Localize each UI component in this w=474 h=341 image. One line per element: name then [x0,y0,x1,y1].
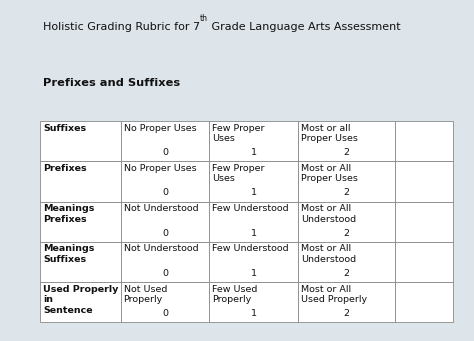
Text: 0: 0 [162,189,168,197]
Text: 2: 2 [344,229,349,238]
Text: Few Proper
Uses: Few Proper Uses [212,124,264,143]
Text: Prefixes and Suffixes: Prefixes and Suffixes [43,78,180,88]
Bar [40,121,121,161]
Bar [40,282,121,322]
Bar [40,242,121,282]
Bar [121,282,210,322]
Bar [298,202,395,242]
Text: 1: 1 [251,309,257,318]
Text: 0: 0 [162,229,168,238]
Bar [395,202,453,242]
Text: Not Understood: Not Understood [124,244,198,253]
Text: 2: 2 [344,269,349,278]
Bar [395,282,453,322]
Bar [121,202,210,242]
Bar [298,282,395,322]
Bar [395,121,453,161]
Text: Most or All
Used Properly: Most or All Used Properly [301,285,367,304]
Text: Prefixes: Prefixes [43,164,87,173]
Bar [40,161,121,202]
Text: Grade Language Arts Assessment: Grade Language Arts Assessment [208,22,401,32]
Text: No Proper Uses: No Proper Uses [124,124,196,133]
Text: Few Understood: Few Understood [212,204,289,213]
Text: No Proper Uses: No Proper Uses [124,164,196,173]
Text: 2: 2 [344,309,349,318]
Text: th: th [200,14,208,23]
Bar [298,161,395,202]
Text: Most or All
Understood: Most or All Understood [301,244,356,264]
Bar [210,282,298,322]
Bar [210,161,298,202]
Text: 0: 0 [162,269,168,278]
Text: 2: 2 [344,189,349,197]
Text: Suffixes: Suffixes [43,124,86,133]
Bar [395,242,453,282]
Text: Few Used
Properly: Few Used Properly [212,285,257,304]
Text: 0: 0 [162,309,168,318]
Bar [121,121,210,161]
Bar [121,242,210,282]
Text: Few Understood: Few Understood [212,244,289,253]
Text: 2: 2 [344,148,349,157]
Text: Meanings
Suffixes: Meanings Suffixes [43,244,94,264]
Text: 0: 0 [162,148,168,157]
Text: Used Properly
in
Sentence: Used Properly in Sentence [43,285,118,314]
Text: Most or All
Understood: Most or All Understood [301,204,356,224]
Bar [121,161,210,202]
Bar [210,242,298,282]
Bar [298,121,395,161]
Text: Not Understood: Not Understood [124,204,198,213]
Text: Meanings
Prefixes: Meanings Prefixes [43,204,94,224]
Bar [40,202,121,242]
Text: 1: 1 [251,148,257,157]
Text: Not Used
Properly: Not Used Properly [124,285,167,304]
Bar [210,121,298,161]
Text: Few Proper
Uses: Few Proper Uses [212,164,264,183]
Text: Most or All
Proper Uses: Most or All Proper Uses [301,164,358,183]
Bar [395,161,453,202]
Text: 1: 1 [251,229,257,238]
Bar [298,242,395,282]
Text: Most or all
Proper Uses: Most or all Proper Uses [301,124,358,143]
Text: 1: 1 [251,269,257,278]
Bar [210,202,298,242]
Text: Holistic Grading Rubric for 7: Holistic Grading Rubric for 7 [43,22,200,32]
Text: 1: 1 [251,189,257,197]
